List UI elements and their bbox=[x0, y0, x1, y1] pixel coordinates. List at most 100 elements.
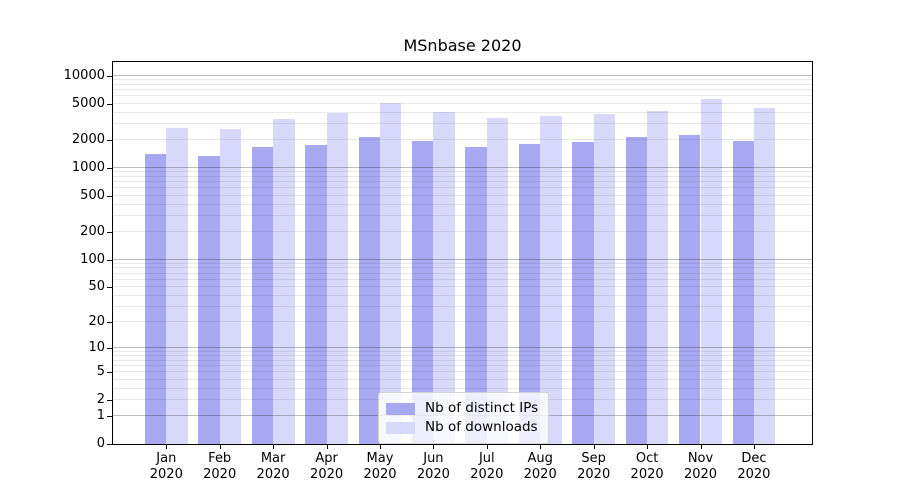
bar-distinct-ips-apr bbox=[305, 144, 327, 444]
gridline-minor bbox=[113, 262, 812, 264]
y-tick bbox=[107, 322, 112, 323]
bar-distinct-ips-jul bbox=[465, 146, 487, 444]
bar-downloads-mar bbox=[273, 119, 295, 444]
x-tick-label-month: Feb bbox=[208, 451, 232, 466]
y-tick-label: 500 bbox=[80, 187, 105, 203]
x-tick-label-year: 2020 bbox=[630, 467, 664, 482]
gridline-minor bbox=[113, 267, 812, 269]
gridline-minor bbox=[113, 95, 812, 97]
gridline-minor bbox=[113, 194, 812, 196]
x-tick bbox=[486, 444, 488, 449]
x-tick bbox=[326, 444, 328, 449]
x-tick-label-month: May bbox=[366, 451, 394, 466]
x-tick-label-year: 2020 bbox=[577, 467, 611, 482]
bar-distinct-ips-nov bbox=[679, 135, 701, 444]
gridline-minor bbox=[113, 359, 812, 361]
gridline-minor bbox=[113, 187, 812, 189]
bar-distinct-ips-jun bbox=[412, 141, 434, 444]
y-tick-label: 10 bbox=[88, 340, 105, 356]
x-tick-label-month: Aug bbox=[527, 451, 553, 466]
y-tick-label: 10000 bbox=[63, 68, 105, 83]
bar-downloads-apr bbox=[326, 113, 348, 444]
bar-downloads-may bbox=[379, 103, 402, 444]
gridline-major bbox=[113, 258, 812, 260]
gridline-minor bbox=[113, 321, 812, 323]
x-tick-label-month: Apr bbox=[315, 451, 338, 466]
gridline-major bbox=[113, 75, 812, 76]
bar-downloads-jul bbox=[486, 117, 509, 444]
x-tick bbox=[753, 444, 755, 449]
gridline-minor bbox=[113, 351, 812, 352]
y-tick bbox=[107, 168, 112, 169]
y-tick bbox=[107, 76, 112, 77]
gridline-minor bbox=[113, 175, 812, 177]
x-tick-label-month: Nov bbox=[687, 451, 714, 466]
x-tick-label-month: Mar bbox=[260, 451, 286, 466]
gridline-minor bbox=[113, 285, 812, 287]
bar-distinct-ips-mar bbox=[251, 146, 274, 444]
y-tick-label: 5000 bbox=[71, 95, 105, 111]
bar-downloads-oct bbox=[647, 111, 669, 444]
x-tick bbox=[166, 444, 168, 449]
bar-distinct-ips-dec bbox=[732, 141, 754, 444]
bar-distinct-ips-oct bbox=[625, 136, 648, 444]
x-tick-label: Jun 2020 bbox=[403, 451, 463, 483]
bar-downloads-jun bbox=[433, 111, 455, 444]
x-tick-label: May 2020 bbox=[350, 451, 410, 483]
x-tick-label-year: 2020 bbox=[256, 467, 290, 482]
gridline-major bbox=[113, 167, 812, 168]
bar-downloads-aug bbox=[540, 116, 562, 444]
gridline-minor bbox=[113, 272, 812, 274]
bar-distinct-ips-may bbox=[358, 137, 380, 444]
bar-downloads-feb bbox=[219, 129, 242, 444]
y-tick bbox=[107, 260, 112, 261]
x-tick bbox=[433, 444, 435, 449]
gridline-minor bbox=[113, 203, 812, 205]
x-tick-label-year: 2020 bbox=[683, 467, 718, 482]
x-tick-label: Sep 2020 bbox=[564, 451, 624, 483]
x-tick-label-year: 2020 bbox=[470, 467, 504, 482]
gridline-minor bbox=[113, 89, 812, 91]
bar-downloads-sep bbox=[593, 114, 616, 444]
chart-title: MSnbase 2020 bbox=[403, 36, 522, 55]
x-tick-label-month: Jul bbox=[478, 451, 495, 466]
gridline-minor bbox=[113, 181, 812, 183]
gridline-minor bbox=[113, 294, 812, 296]
gridline-minor bbox=[113, 355, 812, 357]
x-tick bbox=[219, 444, 221, 449]
y-tick bbox=[107, 140, 112, 141]
gridline-minor bbox=[113, 123, 812, 125]
gridline-minor bbox=[113, 83, 812, 85]
y-tick-label: 100 bbox=[80, 251, 105, 267]
gridline-minor bbox=[113, 365, 812, 367]
bar-distinct-ips-jan bbox=[144, 154, 167, 444]
bar-downloads-jan bbox=[166, 128, 188, 444]
y-tick-label: 5 bbox=[96, 364, 105, 380]
bar-downloads-dec bbox=[753, 107, 776, 444]
y-tick bbox=[107, 232, 112, 233]
x-tick-label: Jul 2020 bbox=[457, 451, 517, 483]
x-tick-label-month: Dec bbox=[741, 451, 767, 466]
x-tick-label: Feb 2020 bbox=[190, 451, 250, 483]
y-tick-label: 20 bbox=[88, 314, 105, 330]
gridline-minor bbox=[113, 171, 812, 173]
y-tick bbox=[107, 104, 112, 105]
x-tick-label-month: Jun bbox=[423, 451, 444, 466]
y-tick bbox=[107, 287, 112, 288]
x-tick-label-year: 2020 bbox=[310, 467, 344, 482]
gridline-minor bbox=[113, 79, 812, 81]
y-tick bbox=[107, 416, 112, 417]
x-tick-label-year: 2020 bbox=[416, 467, 450, 482]
bar-downloads-nov bbox=[700, 99, 722, 444]
y-tick bbox=[107, 348, 112, 349]
x-tick-label: Jan 2020 bbox=[136, 451, 196, 483]
bar-distinct-ips-sep bbox=[572, 141, 594, 444]
bar-distinct-ips-aug bbox=[518, 144, 541, 444]
y-tick bbox=[107, 400, 112, 401]
y-tick-label: 2000 bbox=[71, 132, 105, 148]
plot-area: Nb of distinct IPs Nb of downloads bbox=[112, 61, 813, 445]
y-tick-label: 200 bbox=[80, 224, 105, 240]
gridline-minor bbox=[113, 102, 812, 104]
y-tick-label: 0 bbox=[96, 436, 105, 451]
